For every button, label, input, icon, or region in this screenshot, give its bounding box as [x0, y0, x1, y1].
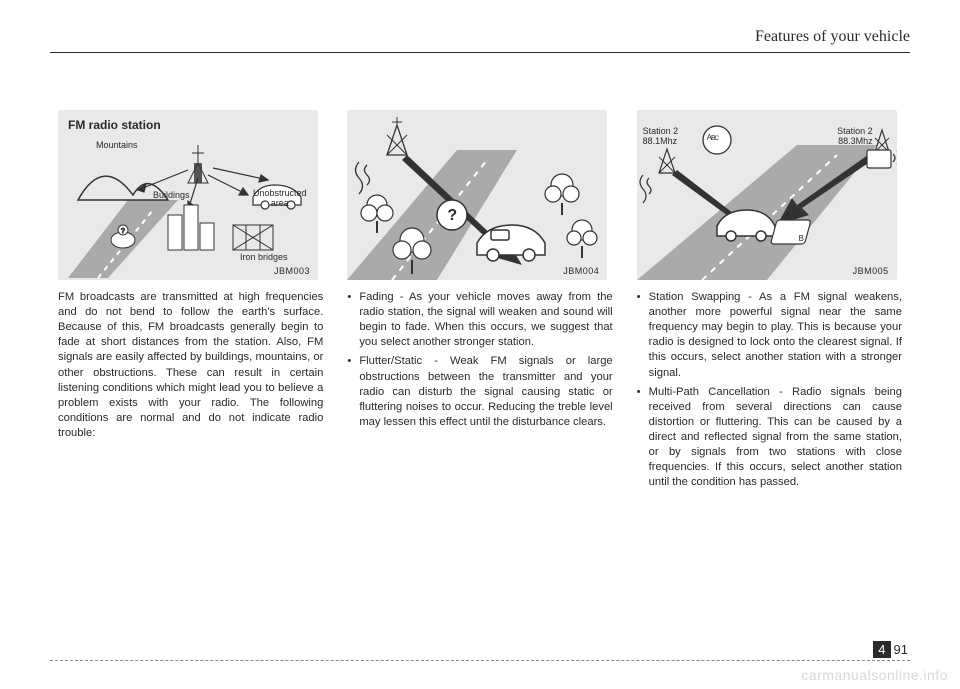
label-abc: ABC — [707, 133, 718, 142]
figure-fading: ? JBM004 — [347, 110, 607, 280]
figure-1-id: JBM003 — [274, 266, 310, 276]
page-number: 491 — [873, 642, 910, 657]
svg-text:?: ? — [121, 228, 125, 235]
col3-bullets: Station Swapping - As a FM signal weaken… — [637, 290, 902, 494]
question-mark: ? — [447, 207, 457, 225]
label-station-a: Station 2 88.1Mhz — [643, 126, 679, 146]
bullet-flutter: Flutter/Static - Weak FM signals or larg… — [347, 354, 612, 430]
label-a: A — [785, 210, 791, 220]
content-columns: FM radio station — [58, 110, 902, 494]
label-buildings: Buildings — [153, 190, 190, 200]
bullet-swapping: Station Swapping - As a FM signal weaken… — [637, 290, 902, 381]
col1-paragraph: FM broadcasts are transmitted at high fr… — [58, 290, 323, 441]
label-mountains: Mountains — [96, 140, 138, 150]
page-section: 4 — [873, 641, 890, 658]
col2-bullets: Fading - As your vehicle moves away from… — [347, 290, 612, 434]
page-num-value: 91 — [892, 641, 910, 658]
watermark: carmanualsonline.info — [801, 667, 948, 683]
column-1: FM radio station — [58, 110, 323, 494]
label-b: B — [799, 234, 804, 243]
figure-2-svg — [347, 110, 607, 280]
figure-fm-station: FM radio station — [58, 110, 318, 280]
label-iron-bridges: Iron bridges — [240, 252, 288, 262]
bullet-multipath: Multi-Path Cancellation - Radio signals … — [637, 385, 902, 491]
bullet-fading: Fading - As your vehicle moves away from… — [347, 290, 612, 350]
figure-2-id: JBM004 — [563, 266, 599, 276]
header-rule — [50, 52, 910, 53]
column-3: Station 2 88.1Mhz Station 2 88.3Mhz ABC … — [637, 110, 902, 494]
figure-swapping: Station 2 88.1Mhz Station 2 88.3Mhz ABC … — [637, 110, 897, 280]
footer-dashed-rule — [50, 660, 910, 661]
section-header: Features of your vehicle — [755, 28, 910, 46]
column-2: ? JBM004 Fading - As your vehicle moves … — [347, 110, 612, 494]
label-station-b: Station 2 88.3Mhz — [837, 126, 873, 146]
figure-3-id: JBM005 — [853, 266, 889, 276]
label-unobstructed: Unobstructed area — [253, 188, 307, 208]
